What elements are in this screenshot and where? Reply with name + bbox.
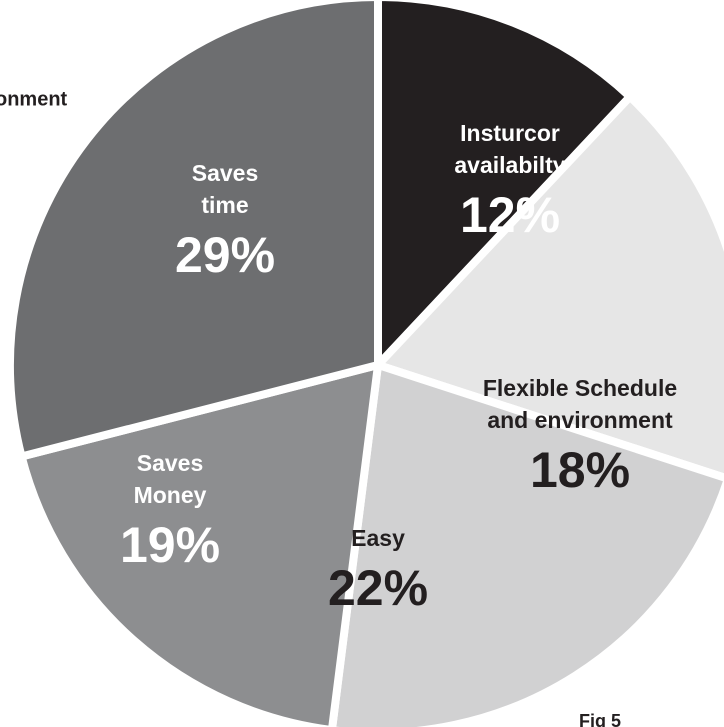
pie-slice [370, 91, 724, 482]
slice-label: time [201, 192, 248, 218]
value-label: 19% [120, 517, 220, 573]
pie-slice [16, 359, 383, 727]
slice-label: Insturcor [460, 120, 560, 146]
slice-label: Easy [351, 525, 405, 551]
pie-slice [6, 0, 382, 462]
value-label: 29% [175, 227, 275, 283]
slice-label: availabilty [454, 152, 565, 178]
pie-slice [328, 359, 724, 727]
value-label: 22% [328, 560, 428, 616]
slice-label: and environment [487, 407, 673, 433]
slice-label: Saves [137, 450, 204, 476]
slice-label: Flexible Schedule [483, 375, 677, 401]
pie-slice [374, 0, 636, 376]
slice-label: Money [134, 482, 207, 508]
slice-label: Saves [192, 160, 259, 186]
annotation: onment [0, 88, 68, 110]
value-label: 18% [530, 442, 630, 498]
annotation: Fig 5 [579, 711, 621, 727]
value-label: 12% [460, 187, 560, 243]
